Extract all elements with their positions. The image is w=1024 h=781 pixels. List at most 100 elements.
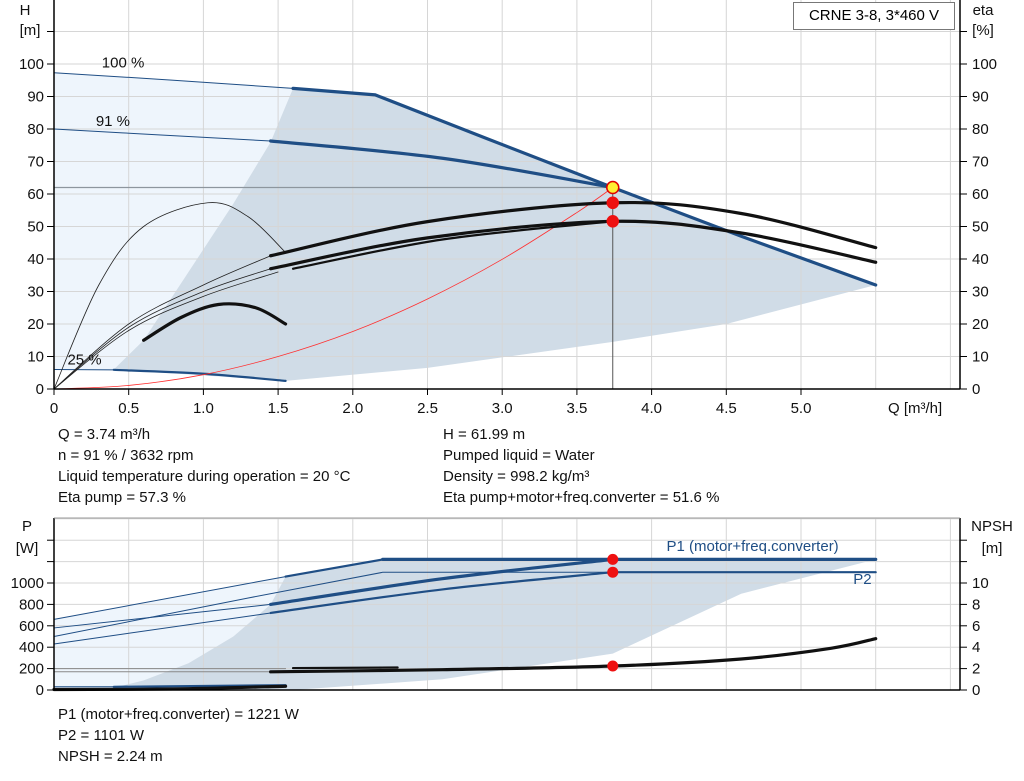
y-tick-label: 30	[27, 284, 44, 301]
info-npsh: NPSH = 2.24 m	[58, 748, 163, 765]
y-tick-label-right: 2	[972, 661, 980, 678]
efficiency-curve	[53, 202, 286, 390]
duty-point-marker	[606, 196, 620, 210]
y-tick-label-right: 8	[972, 596, 980, 613]
y-axis-label-right: NPSH	[971, 518, 1013, 535]
x-tick-label: 4.0	[641, 400, 662, 417]
info-flow: Q = 3.74 m³/h	[58, 426, 151, 443]
y-tick-label: 600	[19, 618, 44, 635]
y-tick-label: 20	[27, 316, 44, 333]
x-tick-label: 1.0	[193, 400, 214, 417]
power-curve	[269, 571, 614, 615]
y-tick-label-right: 0	[972, 381, 980, 398]
head-curve	[53, 128, 272, 142]
operating-region	[104, 559, 876, 690]
power-curve	[53, 576, 287, 620]
y-axis-label-right: eta	[973, 2, 995, 19]
info-pumped-liquid: Pumped liquid = Water	[443, 447, 595, 464]
y-tick-label-right: 100	[972, 56, 997, 73]
y-tick-label: 60	[27, 186, 44, 203]
y-tick-label: 90	[27, 89, 44, 106]
efficiency-curve	[53, 271, 279, 390]
y-tick-label: 1000	[11, 575, 44, 592]
duty-point-marker	[607, 566, 619, 578]
efficiency-curve	[53, 268, 272, 390]
operating-region	[54, 576, 286, 690]
npsh-curve	[291, 666, 399, 670]
y-tick-label-right: 10	[972, 575, 989, 592]
info-p1: P1 (motor+freq.converter) = 1221 W	[58, 706, 299, 723]
y-tick-label: 70	[27, 154, 44, 171]
y-tick-label-right: 50	[972, 219, 989, 236]
head-curve	[291, 86, 878, 287]
x-tick-label: 3.0	[492, 400, 513, 417]
info-top-left: Q = 3.74 m³/h n = 91 % / 3632 rpm Liquid…	[58, 424, 350, 508]
chart-title: CRNE 3-8, 3*460 V	[793, 2, 955, 30]
y-tick-label-right: 4	[972, 639, 980, 656]
info-density: Density = 998.2 kg/m³	[443, 468, 590, 485]
y-tick-label-right: 0	[972, 682, 980, 699]
system-curve	[53, 187, 614, 390]
duty-point-marker	[606, 215, 620, 228]
y-tick-label-right: 10	[972, 349, 989, 366]
curve-label: 91 %	[96, 113, 130, 130]
y-tick-label: 40	[27, 251, 44, 268]
info-speed: n = 91 % / 3632 rpm	[58, 447, 194, 464]
series-label: P1 (motor+freq.converter)	[667, 538, 839, 555]
y-tick-label: 200	[19, 661, 44, 678]
power-curve	[269, 557, 615, 606]
efficiency-curve	[142, 302, 288, 342]
efficiency-curve	[53, 255, 272, 390]
duty-point-marker	[606, 180, 620, 195]
y-tick-label-right: 6	[972, 618, 980, 635]
head-curve	[53, 72, 294, 89]
y-axis-label-left: P	[22, 518, 32, 535]
efficiency-curve	[291, 220, 614, 270]
series-label: P2	[853, 571, 871, 588]
power-curve	[53, 612, 272, 645]
x-tick-label: 1.5	[268, 400, 289, 417]
x-tick-label: 2.0	[342, 400, 363, 417]
x-tick-label: 2.5	[417, 400, 438, 417]
y-tick-label-right: 40	[972, 251, 989, 268]
y-tick-label-right: 90	[972, 89, 989, 106]
npsh-curve	[269, 637, 878, 674]
head-curve	[269, 139, 615, 190]
operating-region	[54, 72, 294, 370]
power-curve	[53, 603, 272, 629]
y-tick-label: 800	[19, 596, 44, 613]
y-tick-label: 100	[19, 56, 44, 73]
x-tick-label: 4.5	[716, 400, 737, 417]
y-tick-label: 400	[19, 639, 44, 656]
duty-point-marker	[607, 553, 619, 565]
x-axis-label: Q [m³/h]	[888, 400, 942, 417]
y-tick-label: 0	[36, 381, 44, 398]
x-tick-label: 0	[50, 400, 58, 417]
info-eta-pump: Eta pump = 57.3 %	[58, 489, 186, 506]
duty-point-marker	[607, 660, 619, 672]
y-tick-label: 10	[27, 349, 44, 366]
y-tick-label-right: 60	[972, 186, 989, 203]
info-top-right: H = 61.99 m Pumped liquid = Water Densit…	[443, 424, 719, 508]
y-tick-label-right: 30	[972, 284, 989, 301]
curve-label: 25 %	[67, 352, 101, 369]
x-tick-label: 3.5	[566, 400, 587, 417]
info-liquid-temperature: Liquid temperature during operation = 20…	[58, 468, 351, 485]
x-tick-label: 5.0	[791, 400, 812, 417]
info-head: H = 61.99 m	[443, 426, 526, 443]
x-tick-label: 0.5	[118, 400, 139, 417]
panel-1: 0 200 400 600 800 1000 0 2 4 6 8 10 P [W] NPSH [m] P1 (m…	[11, 517, 1013, 699]
y-axis-unit-left: [m]	[20, 22, 41, 39]
head-curve	[112, 368, 287, 382]
info-eta-total: Eta pump+motor+freq.converter = 51.6 %	[443, 489, 720, 506]
info-bottom: P1 (motor+freq.converter) = 1221 W P2 = …	[58, 704, 299, 767]
y-axis-label-left: H	[20, 2, 31, 19]
curve-label: 100 %	[102, 54, 145, 71]
y-tick-label: 50	[27, 219, 44, 236]
y-axis-unit-right: [%]	[972, 22, 994, 39]
y-tick-label: 0	[36, 682, 44, 699]
power-curve	[53, 571, 614, 637]
y-tick-label: 80	[27, 121, 44, 138]
y-tick-label-right: 70	[972, 154, 989, 171]
